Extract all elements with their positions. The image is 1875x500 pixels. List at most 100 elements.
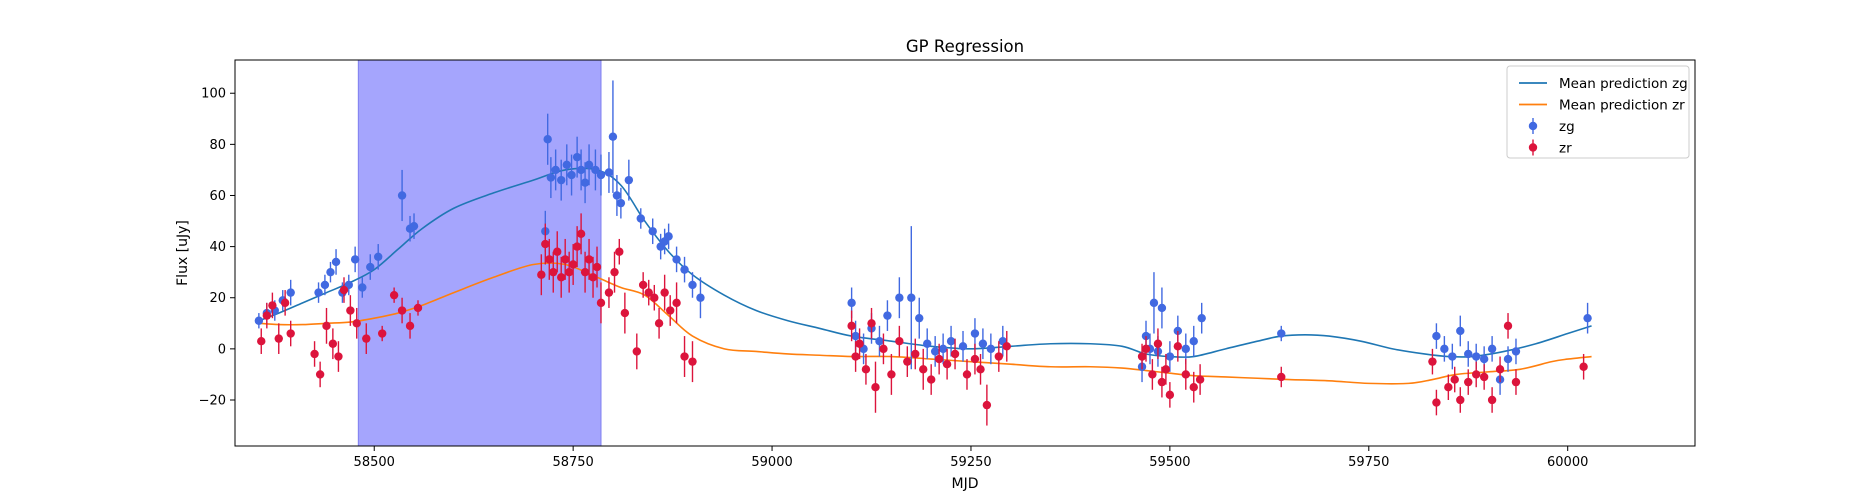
data-point	[887, 370, 896, 379]
data-point	[286, 329, 295, 338]
series-points-zr	[257, 213, 1588, 426]
data-point	[1456, 326, 1465, 336]
data-point	[1440, 344, 1449, 354]
data-point	[564, 267, 574, 277]
data-point	[1579, 362, 1588, 371]
legend-label: Mean prediction zr	[1559, 98, 1685, 114]
data-point	[950, 349, 960, 359]
data-point	[660, 288, 669, 297]
data-point	[919, 365, 928, 374]
data-point	[923, 339, 932, 348]
data-point	[1479, 354, 1489, 364]
data-point	[1432, 398, 1441, 407]
data-point	[851, 352, 860, 361]
data-point	[405, 321, 415, 331]
data-point	[268, 301, 277, 310]
data-point	[1511, 347, 1521, 356]
data-point	[615, 247, 624, 256]
data-point	[596, 298, 606, 308]
data-point	[584, 255, 594, 264]
data-point	[1503, 321, 1513, 331]
data-point	[1181, 370, 1190, 379]
data-point	[867, 319, 876, 328]
data-point	[1189, 383, 1198, 392]
data-point	[553, 247, 562, 256]
data-point	[557, 175, 566, 185]
data-point	[580, 267, 590, 277]
y-tick-label: 20	[209, 291, 226, 306]
data-point	[397, 306, 407, 315]
data-point	[262, 311, 272, 320]
data-point	[946, 336, 956, 346]
data-point	[374, 252, 383, 262]
data-point	[1189, 336, 1198, 346]
data-point	[413, 303, 423, 313]
data-point	[930, 347, 940, 356]
data-point	[879, 344, 888, 354]
chart-title: GP Regression	[906, 37, 1024, 56]
data-point	[664, 232, 673, 241]
data-point	[688, 280, 697, 290]
data-point	[352, 319, 361, 328]
data-point	[648, 227, 657, 236]
data-point	[672, 298, 681, 308]
data-point	[1471, 352, 1481, 361]
data-point	[389, 290, 399, 300]
data-point	[970, 354, 980, 364]
data-point	[1161, 365, 1171, 374]
x-axis-ticks: 58500 58750 59000 59250 59500 59750 60000	[354, 446, 1588, 470]
y-tick-label: 0	[218, 342, 226, 357]
data-point	[632, 347, 641, 356]
data-point	[903, 357, 912, 366]
data-point	[986, 344, 996, 354]
data-point	[1181, 344, 1190, 354]
data-point	[883, 311, 892, 320]
data-point	[568, 260, 578, 269]
data-point	[1165, 390, 1175, 400]
legend-item: zg	[1528, 118, 1575, 135]
legend-marker-swatch	[1528, 143, 1538, 152]
data-point	[588, 273, 598, 282]
x-tick-label: 60000	[1547, 455, 1588, 470]
data-point	[962, 370, 972, 379]
data-point	[861, 365, 871, 374]
data-point	[1503, 354, 1513, 364]
data-point	[584, 160, 594, 170]
data-point	[543, 135, 552, 144]
data-point	[604, 288, 614, 297]
data-point	[377, 329, 387, 338]
data-point	[644, 288, 653, 297]
y-tick-label: 60	[209, 189, 226, 204]
x-tick-label: 59750	[1348, 455, 1389, 470]
data-point	[557, 273, 566, 282]
legend-item: Mean prediction zr	[1519, 98, 1685, 114]
y-axis-label: Flux [uJy]	[175, 220, 191, 286]
data-point	[1444, 383, 1453, 392]
legend-item: Mean prediction zg	[1519, 76, 1688, 92]
y-axis-ticks: −20 0 20 40 60 80 100	[199, 87, 235, 408]
legend-label: zg	[1559, 119, 1575, 135]
data-point	[1149, 298, 1159, 308]
data-point	[409, 221, 419, 231]
data-point	[1141, 344, 1151, 354]
x-tick-label: 58500	[354, 455, 395, 470]
data-point	[592, 262, 602, 272]
x-tick-label: 59500	[1149, 455, 1190, 470]
data-point	[331, 257, 341, 267]
data-point	[1173, 342, 1183, 351]
data-point	[274, 334, 283, 343]
legend-item: zr	[1528, 139, 1572, 157]
data-point	[1137, 352, 1147, 361]
data-point	[915, 313, 924, 323]
data-point	[1583, 313, 1592, 323]
data-point	[938, 344, 948, 354]
data-point	[576, 165, 586, 175]
data-point	[310, 349, 319, 359]
data-point	[397, 191, 407, 200]
data-point	[970, 329, 980, 338]
data-point	[638, 280, 648, 290]
data-point	[1495, 365, 1505, 374]
data-point	[358, 283, 367, 292]
data-point	[680, 352, 689, 361]
